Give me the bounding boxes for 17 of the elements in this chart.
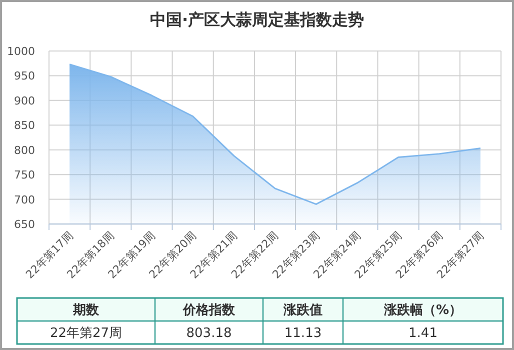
text: 涨跌值 [282,303,322,318]
chart-title: 中国·产区大蒜周定基指数走势 [150,10,364,29]
text: 期数 [72,303,100,318]
y-tick-label: 800 [14,144,35,157]
text: 11.13 [284,326,322,341]
text: 1.41 [408,326,438,341]
y-tick-label: 650 [14,218,35,231]
text: 803.18 [186,326,232,341]
y-tick-label: 700 [14,193,35,206]
y-tick-label: 1000 [7,45,35,58]
y-tick-label: 750 [14,168,35,182]
y-tick-label: 900 [14,94,35,108]
text: 价格指数 [182,303,236,318]
text: 涨跌幅（%） [382,303,462,318]
text: 22年第27周 [50,326,122,341]
y-tick-label: 950 [14,70,35,83]
y-tick-label: 850 [14,119,35,132]
